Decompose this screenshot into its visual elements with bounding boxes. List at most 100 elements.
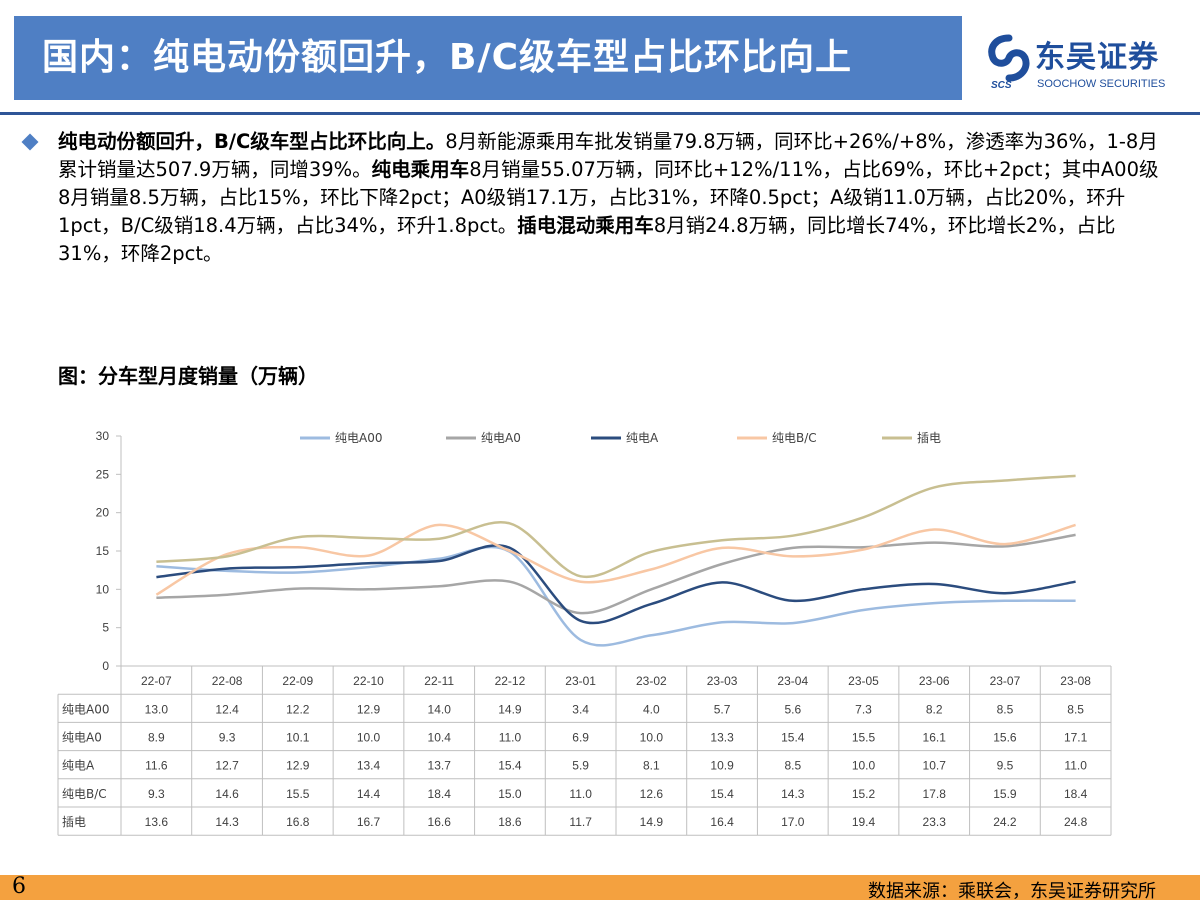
table-row-header: 插电: [62, 815, 86, 829]
title-bar: 国内：纯电动份额回升，B/C级车型占比环比向上: [14, 16, 962, 100]
data-label: 10.0: [357, 731, 381, 745]
x-tick-label: 23-02: [636, 674, 667, 688]
data-label: 5.6: [784, 702, 801, 716]
data-label: 11.0: [1064, 759, 1087, 773]
summary-phev-label: 插电混动乘用车: [517, 214, 654, 237]
data-label: 12.4: [215, 702, 239, 716]
page-title: 国内：纯电动份额回升，B/C级车型占比环比向上: [42, 37, 853, 78]
x-tick-label: 23-01: [565, 674, 596, 688]
data-label: 15.4: [498, 759, 522, 773]
legend-label: 纯电A: [626, 431, 659, 445]
data-label: 18.6: [498, 815, 522, 829]
logo-mark-icon: [988, 34, 1030, 82]
x-tick-label: 23-06: [919, 674, 950, 688]
data-label: 8.5: [1067, 702, 1084, 716]
data-label: 11.6: [145, 759, 168, 773]
data-label: 13.6: [145, 815, 169, 829]
y-tick-label: 0: [102, 659, 109, 673]
table-row-header: 纯电A: [62, 759, 95, 773]
data-label: 9.3: [148, 787, 165, 801]
header-divider: [0, 112, 1200, 115]
data-label: 12.6: [640, 787, 664, 801]
data-label: 16.8: [286, 815, 310, 829]
data-label: 17.1: [1064, 731, 1088, 745]
data-label: 10.0: [852, 759, 876, 773]
data-label: 24.2: [993, 815, 1017, 829]
logo-abbr: SCS: [991, 80, 1012, 91]
data-label: 3.4: [572, 702, 589, 716]
series-line: [156, 474, 1076, 579]
data-label: 14.4: [357, 787, 381, 801]
x-tick-label: 22-07: [141, 674, 172, 688]
data-label: 14.3: [781, 787, 805, 801]
data-label: 10.7: [923, 759, 947, 773]
data-label: 14.9: [640, 815, 664, 829]
data-label: 16.1: [923, 731, 947, 745]
data-label: 10.0: [640, 731, 664, 745]
data-label: 14.0: [428, 702, 452, 716]
legend-label: 纯电B/C: [772, 431, 817, 445]
y-tick-label: 5: [102, 621, 109, 635]
summary-text-3: 8月销24.8万辆，同比增长74%，环比增长2%，占比31%，环降2pct。: [58, 214, 1116, 265]
x-tick-label: 23-04: [777, 674, 808, 688]
series-line: [156, 533, 1076, 615]
x-tick-label: 22-09: [282, 674, 313, 688]
data-label: 6.9: [572, 731, 589, 745]
series-line: [156, 545, 1076, 647]
data-label: 11.7: [569, 815, 592, 829]
x-tick-label: 23-07: [990, 674, 1021, 688]
data-label: 12.9: [357, 702, 381, 716]
x-tick-label: 22-12: [495, 674, 526, 688]
data-source: 数据来源：乘联会，东吴证券研究所: [868, 881, 1156, 902]
data-label: 8.5: [997, 702, 1014, 716]
legend-label: 纯电A00: [335, 431, 382, 445]
x-tick-label: 23-03: [707, 674, 738, 688]
data-label: 18.4: [1064, 787, 1088, 801]
logo: 东吴证券 SCS SOOCHOW SECURITIES: [985, 30, 1185, 100]
legend-label: 插电: [917, 431, 941, 445]
series-line: [155, 523, 1076, 596]
data-label: 16.6: [428, 815, 452, 829]
data-label: 11.0: [499, 731, 522, 745]
table-row-header: 纯电A0: [62, 731, 102, 745]
y-tick-label: 25: [96, 467, 110, 481]
data-label: 15.5: [286, 787, 310, 801]
data-label: 15.5: [852, 731, 876, 745]
summary-paragraph: 纯电动份额回升，B/C级车型占比环比向上。8月新能源乘用车批发销量79.8万辆，…: [58, 128, 1170, 268]
data-label: 15.4: [710, 787, 734, 801]
data-label: 14.3: [215, 815, 239, 829]
data-label: 17.8: [923, 787, 947, 801]
data-label: 8.2: [926, 702, 943, 716]
data-label: 8.5: [784, 759, 801, 773]
legend-label: 纯电A0: [481, 431, 521, 445]
y-tick-label: 20: [96, 506, 110, 520]
logo-english: SOOCHOW SECURITIES: [1037, 78, 1166, 90]
data-label: 23.3: [923, 815, 947, 829]
data-label: 15.4: [781, 731, 805, 745]
series-line: [156, 544, 1076, 625]
summary-bev-label: 纯电乘用车: [371, 158, 470, 181]
data-label: 9.3: [219, 731, 236, 745]
data-label: 15.6: [993, 731, 1017, 745]
data-label: 12.2: [286, 702, 310, 716]
data-label: 16.4: [710, 815, 734, 829]
y-tick-label: 10: [96, 582, 110, 596]
data-label: 8.1: [643, 759, 660, 773]
data-label: 13.3: [710, 731, 734, 745]
data-label: 10.4: [428, 731, 452, 745]
footer-bar: [0, 875, 1200, 900]
x-tick-label: 22-08: [212, 674, 243, 688]
data-label: 13.0: [145, 702, 169, 716]
x-tick-label: 22-11: [424, 674, 454, 688]
x-tick-label: 23-05: [848, 674, 879, 688]
data-label: 13.4: [357, 759, 381, 773]
data-label: 12.7: [215, 759, 239, 773]
logo-name: 东吴证券: [1035, 40, 1159, 75]
data-label: 11.0: [569, 787, 592, 801]
x-tick-label: 23-08: [1060, 674, 1091, 688]
diamond-bullet-icon: [21, 133, 39, 151]
data-label: 13.7: [428, 759, 452, 773]
data-label: 15.9: [993, 787, 1017, 801]
data-label: 15.0: [498, 787, 522, 801]
data-label: 5.7: [714, 702, 731, 716]
